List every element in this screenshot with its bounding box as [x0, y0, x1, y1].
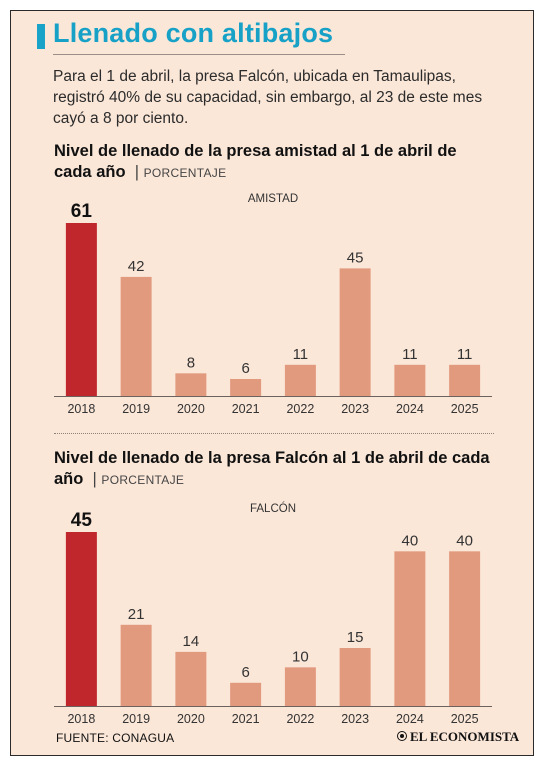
source-note: FUENTE: CONAGUA [56, 731, 175, 745]
x-tick-label-2021: 2021 [232, 402, 260, 416]
value-label-2025: 11 [457, 346, 473, 363]
title-separator: | [87, 470, 102, 488]
x-tick-label-2020: 2020 [177, 712, 205, 726]
bar-2023 [339, 268, 371, 396]
chart-falcon-unit: PORCENTAJE [101, 473, 185, 487]
bar-2022 [284, 364, 316, 396]
chart-amistad-title-block: Nivel de llenado de la presa amistad al … [54, 141, 494, 184]
x-tick-label-2023: 2023 [341, 402, 369, 416]
publisher-logo-text: EL ECONOMISTA [410, 729, 520, 744]
bar-2020 [175, 651, 207, 706]
value-label-2023: 15 [347, 629, 364, 646]
title-separator: | [130, 163, 144, 181]
headline-underline [53, 54, 345, 55]
bar-2021 [230, 378, 262, 396]
infographic-card [10, 10, 534, 756]
chart-amistad-title: Nivel de llenado de la presa amistad al … [54, 142, 457, 181]
value-label-2019: 21 [128, 606, 145, 623]
bar-2025 [449, 551, 481, 706]
value-label-2020: 8 [187, 354, 195, 371]
chart-amistad-series-label: AMISTAD [248, 193, 298, 205]
value-label-2024: 40 [402, 532, 419, 549]
x-tick-label-2018: 2018 [67, 402, 95, 416]
value-label-2020: 14 [183, 633, 200, 650]
chart-falcon-series-label: FALCÓN [250, 502, 296, 515]
chart-falcon-title: Nivel de llenado de la presa Falcón al 1… [54, 449, 490, 488]
x-tick-label-2019: 2019 [122, 402, 150, 416]
bar-2019 [120, 276, 152, 396]
value-label-2021: 6 [241, 360, 249, 377]
value-label-2022: 11 [293, 346, 309, 363]
value-label-2021: 6 [241, 664, 249, 681]
x-tick-label-2019: 2019 [122, 712, 150, 726]
bar-2024 [394, 551, 426, 706]
chart-amistad-unit: PORCENTAJE [143, 166, 227, 180]
value-label-2025: 40 [456, 532, 473, 549]
value-label-2022: 10 [292, 648, 309, 665]
x-tick-label-2022: 2022 [286, 712, 314, 726]
x-tick-label-2024: 2024 [396, 402, 424, 416]
bar-2023 [339, 648, 371, 706]
logo-icon [397, 731, 407, 741]
x-tick-label-2018: 2018 [67, 712, 95, 726]
x-tick-label-2020: 2020 [177, 402, 205, 416]
headline: Llenado con altibajos [53, 18, 334, 48]
value-label-2024: 11 [402, 346, 418, 363]
x-tick-label-2024: 2024 [396, 712, 424, 726]
chart-divider [54, 433, 494, 434]
bar-2018 [65, 223, 97, 396]
bar-2020 [175, 373, 207, 396]
x-tick-label-2023: 2023 [341, 712, 369, 726]
value-label-2018: 61 [71, 201, 93, 222]
value-label-2019: 42 [128, 258, 145, 275]
bar-2021 [230, 682, 262, 706]
x-tick-label-2025: 2025 [451, 712, 479, 726]
x-tick-label-2025: 2025 [451, 402, 479, 416]
bar-2019 [120, 624, 152, 706]
x-tick-label-2022: 2022 [286, 402, 314, 416]
bar-2018 [65, 532, 97, 706]
publisher-logo: EL ECONOMISTA [397, 729, 519, 745]
bar-2022 [284, 667, 316, 706]
bar-2024 [394, 364, 426, 396]
intro-paragraph: Para el 1 de abril, la presa Falcón, ubi… [53, 68, 483, 127]
bar-2025 [449, 364, 481, 396]
value-label-2018: 45 [71, 510, 93, 531]
x-tick-label-2021: 2021 [232, 712, 260, 726]
chart-falcon-title-block: Nivel de llenado de la presa Falcón al 1… [54, 448, 494, 491]
value-label-2023: 45 [347, 249, 364, 266]
headline-accent-bar [37, 24, 45, 49]
